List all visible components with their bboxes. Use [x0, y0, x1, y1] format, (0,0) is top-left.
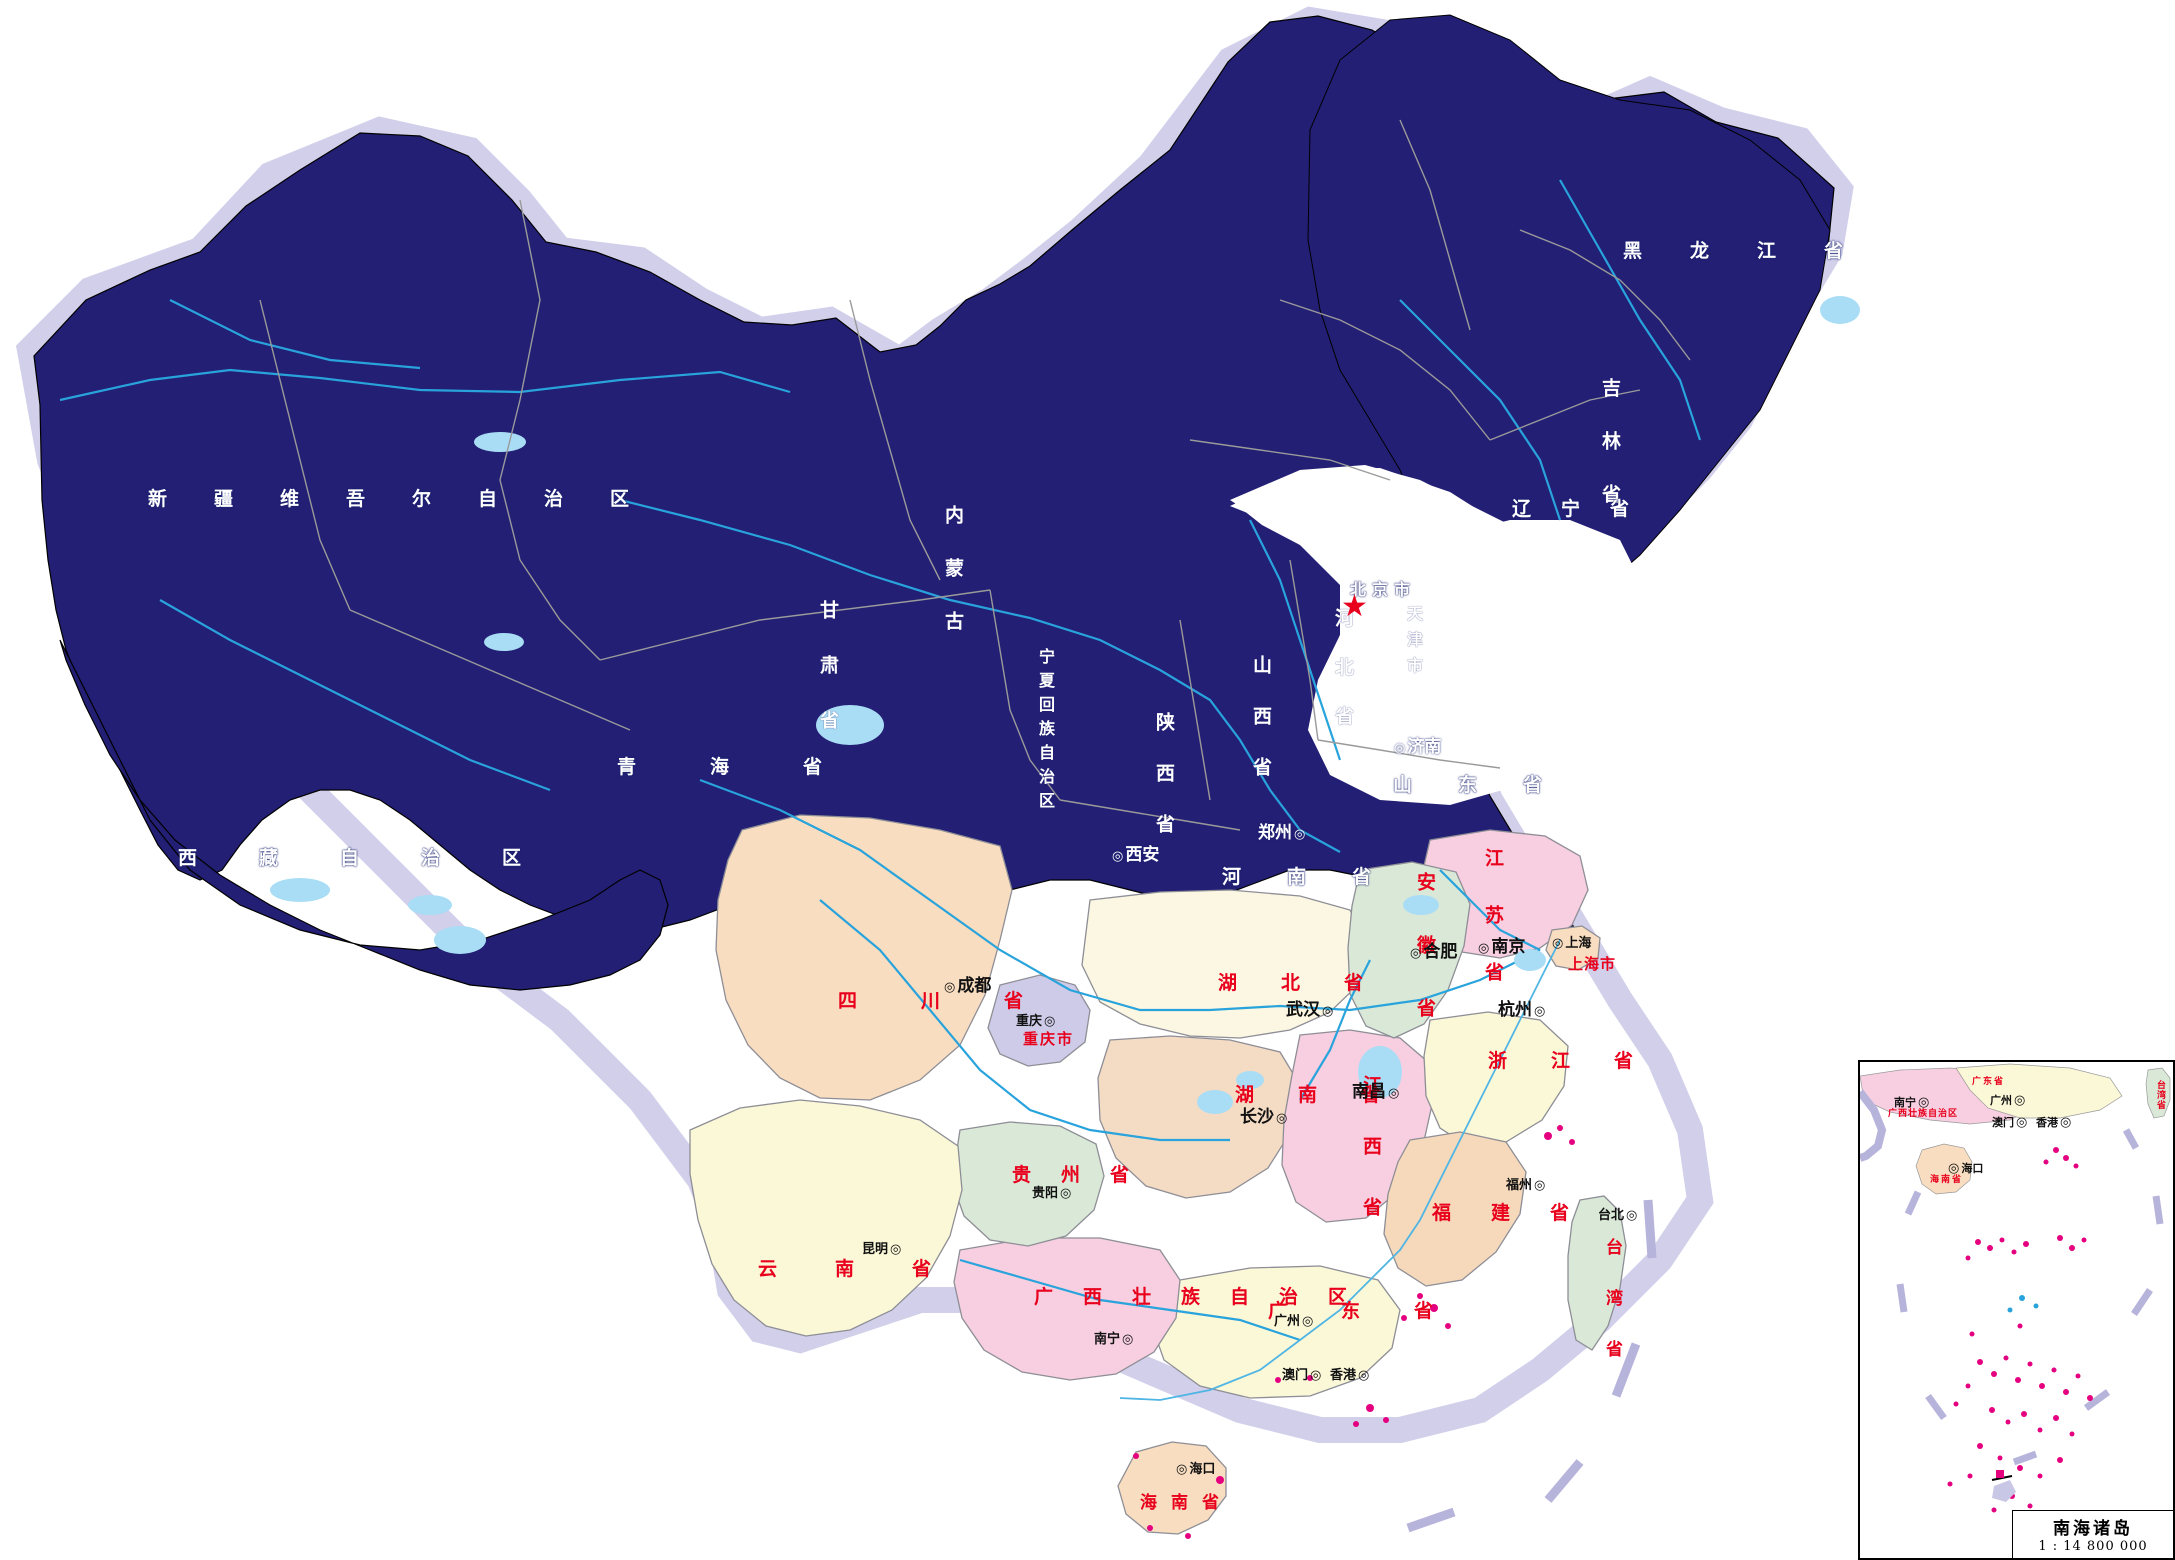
beijing-capital-star-icon: ★ — [1341, 589, 1368, 624]
lakes-layer — [270, 296, 1860, 1114]
nine-dash-line — [1406, 1199, 1657, 1533]
inset-title-text: 南海诸岛 — [2053, 1519, 2133, 1539]
coastline — [1119, 939, 1561, 1401]
south-china-sea-inset[interactable]: 广东省 广西壮族自治区 海南省 台湾省 南宁 广州 澳门 香港 海口 南海诸岛 … — [1858, 1060, 2175, 1560]
inset-title-box: 南海诸岛 1 : 14 800 000 — [2012, 1510, 2173, 1558]
inset-vector-layer — [1860, 1063, 2171, 1513]
unselected-provinces — [689, 814, 1627, 1535]
province-borders — [259, 119, 1691, 831]
rivers-layer — [59, 179, 1702, 1342]
inset-scale-text: 1 : 14 800 000 — [2038, 1539, 2148, 1554]
sea-white — [1230, 468, 1610, 805]
sea-islands-markers — [1133, 1125, 1575, 1539]
